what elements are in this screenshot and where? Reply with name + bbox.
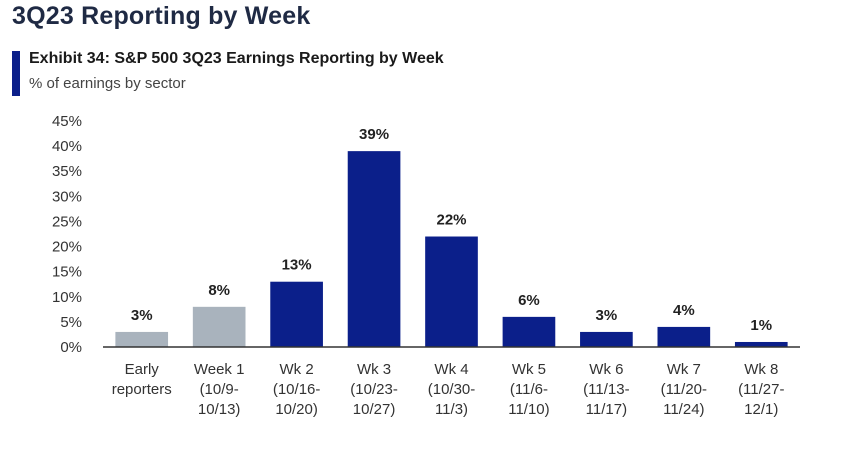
x-tick-label: Wk 7 (11/20-11/24) <box>661 361 707 418</box>
data-label: 13% <box>282 257 312 274</box>
y-tick-label: 15% <box>52 264 82 281</box>
y-tick-label: 40% <box>52 138 82 155</box>
data-label: 8% <box>208 282 230 299</box>
y-tick-label: 25% <box>52 213 82 230</box>
bar <box>192 306 246 347</box>
data-label: 22% <box>436 212 466 229</box>
accent-bar <box>12 51 20 96</box>
data-label: 3% <box>596 307 618 324</box>
x-tick-label: Wk 3 (10/23-10/27) <box>350 361 398 418</box>
bars <box>115 151 788 347</box>
data-label: 4% <box>673 302 695 319</box>
x-tick-label: Wk 8 (11/27-12/1) <box>738 361 784 418</box>
x-tick-label: Wk 2 (10/16-10/20) <box>273 361 321 418</box>
bar <box>502 316 556 347</box>
y-tick-label: 5% <box>60 314 82 331</box>
bar <box>425 236 478 347</box>
x-tick-label: Wk 6 (11/13-11/17) <box>583 361 629 418</box>
x-tick-label: Wk 5 (11/6-11/10) <box>508 361 549 418</box>
bar <box>580 331 633 347</box>
y-tick-label: 30% <box>52 188 82 205</box>
y-tick-label: 10% <box>52 289 82 306</box>
bar <box>657 326 711 347</box>
x-axis: Early reporters Week 1 (10/9-10/13) Wk 2 (10/… <box>112 361 785 418</box>
page-title: 3Q23 Reporting by Week <box>12 2 311 30</box>
y-tick-label: 45% <box>52 113 82 130</box>
bar <box>270 281 323 347</box>
data-label: 1% <box>750 317 772 334</box>
data-label: 3% <box>131 307 153 324</box>
data-label: 39% <box>359 126 389 143</box>
x-tick-label: Week 1 (10/9-10/13) <box>194 361 245 418</box>
y-tick-label: 0% <box>60 339 82 356</box>
bar <box>347 151 401 347</box>
x-tick-label: Wk 4 (10/30-11/3) <box>428 361 476 418</box>
y-tick-label: 20% <box>52 239 82 256</box>
y-tick-label: 35% <box>52 163 82 180</box>
y-axis: 0% 5% 10% 15% 20% 25% 30% 35% 40% 45% <box>52 113 82 356</box>
data-labels: 3% 8% 13% 39% 22% 6% 3% 4% 1% <box>131 126 772 334</box>
chart-subtitle: % of earnings by sector <box>29 75 186 92</box>
exhibit-title: Exhibit 34: S&P 500 3Q23 Earnings Report… <box>29 50 444 67</box>
data-label: 6% <box>518 292 540 309</box>
x-tick-label: Early reporters <box>112 361 172 398</box>
bar <box>734 341 788 347</box>
bar <box>115 331 169 347</box>
